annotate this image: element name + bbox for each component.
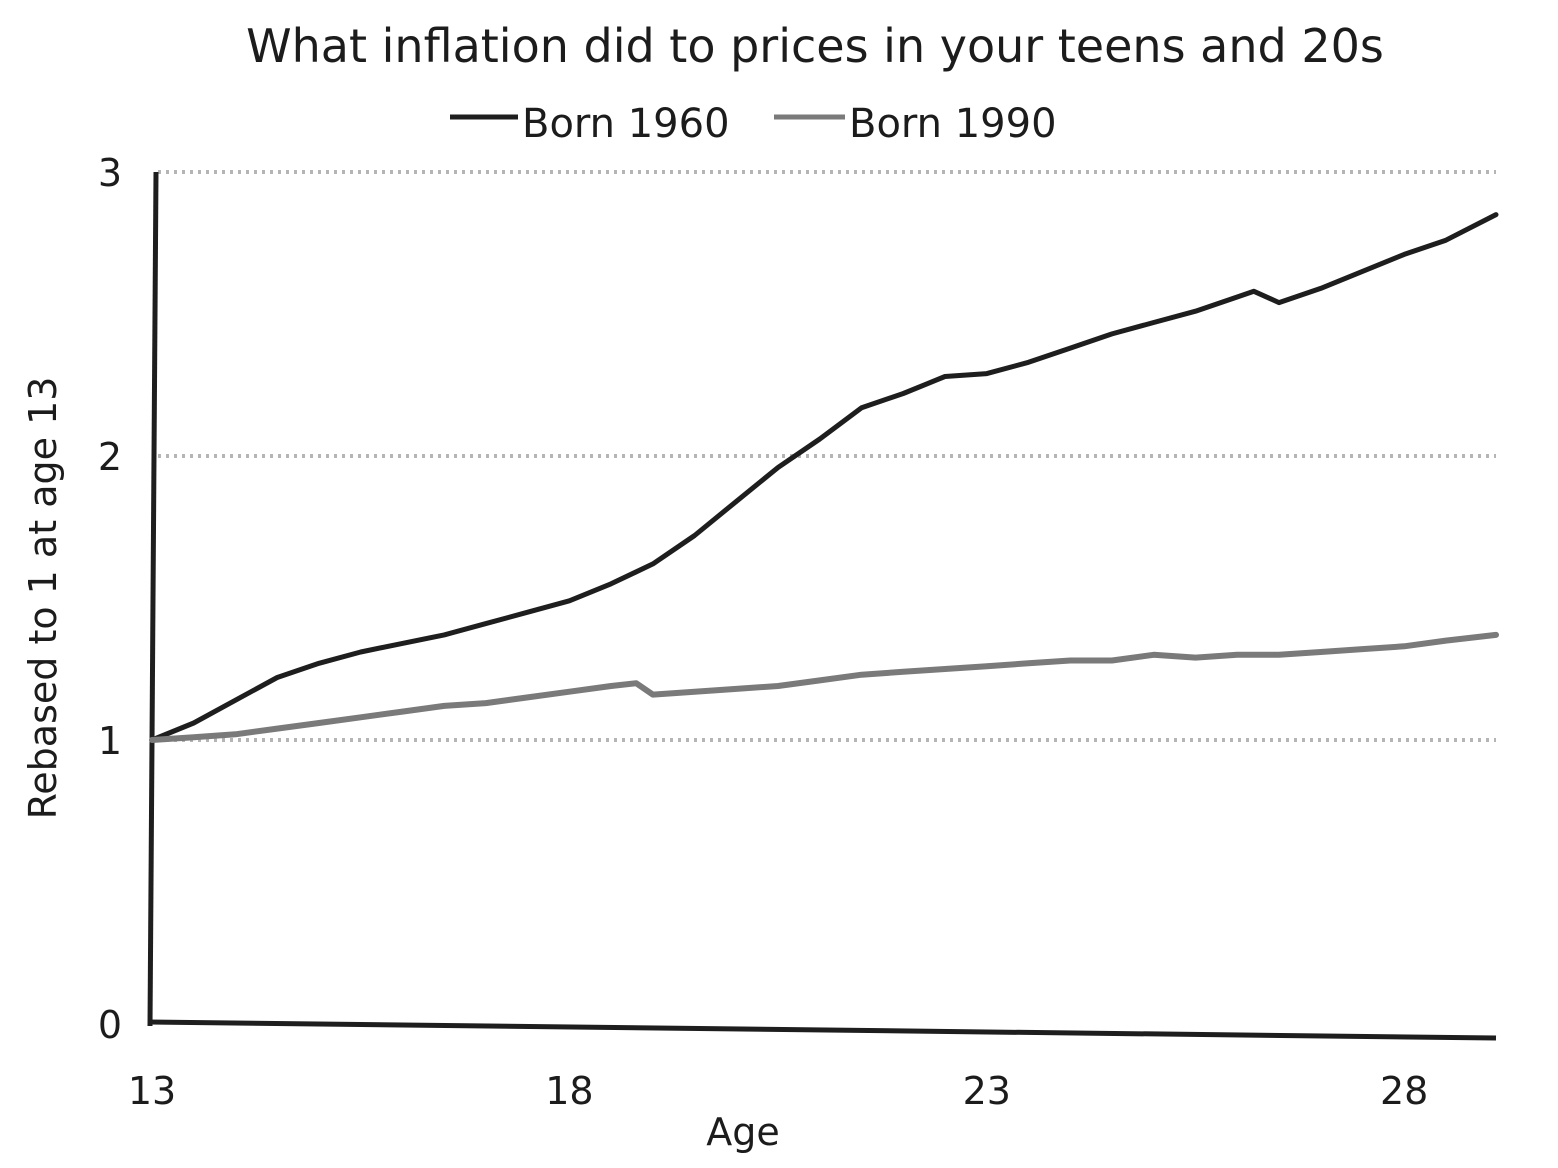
y-axis-label: Rebased to 1 at age 13 <box>21 377 65 820</box>
chart-title: What inflation did to prices in your tee… <box>246 19 1384 73</box>
legend: Born 1960 Born 1990 <box>450 101 1057 147</box>
series-line-born-1960 <box>149 212 1499 743</box>
y-tick-label-0: 0 <box>98 1003 122 1047</box>
x-tick-label-18: 18 <box>545 1069 593 1113</box>
axes <box>147 171 1497 1041</box>
x-tick-label-28: 28 <box>1380 1069 1428 1113</box>
series-line-born-1990 <box>149 631 1499 743</box>
y-tick-label-1: 1 <box>98 719 122 763</box>
y-tick-label-2: 2 <box>98 435 122 479</box>
gridlines <box>158 170 1496 742</box>
x-tick-label-13: 13 <box>128 1069 176 1113</box>
y-tick-label-3: 3 <box>98 151 122 195</box>
x-axis-ticks: 13 18 23 28 <box>128 1069 1429 1113</box>
y-axis-line <box>147 171 159 1027</box>
x-axis-line <box>147 1019 1497 1041</box>
x-axis-label: Age <box>706 1110 780 1154</box>
legend-label-born-1960: Born 1960 <box>522 101 730 147</box>
legend-label-born-1990: Born 1990 <box>849 101 1057 147</box>
x-tick-label-23: 23 <box>963 1069 1011 1113</box>
y-axis-ticks: 0 1 2 3 <box>98 151 122 1047</box>
series-lines <box>149 212 1499 743</box>
